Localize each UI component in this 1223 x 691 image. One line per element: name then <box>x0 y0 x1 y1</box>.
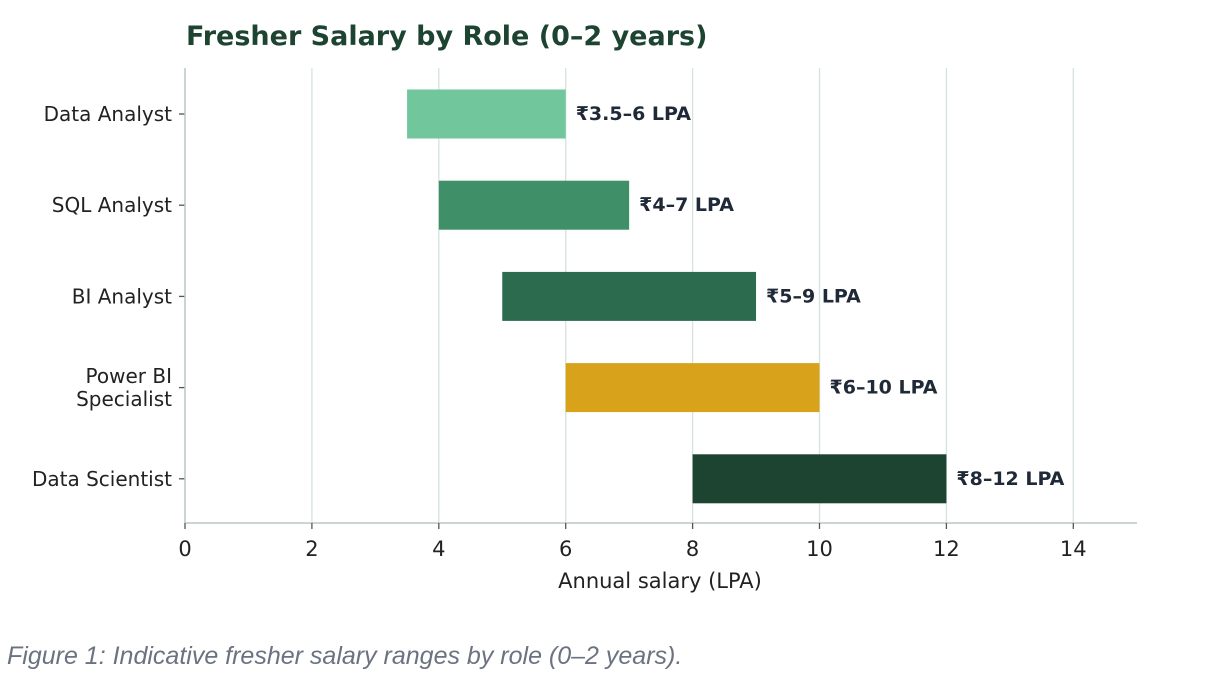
figure-caption: Figure 1: Indicative fresher salary rang… <box>7 642 683 670</box>
data-label-4: ₹8–12 LPA <box>956 468 1064 490</box>
x-axis-label: Annual salary (LPA) <box>558 569 762 593</box>
bar-0 <box>407 89 566 139</box>
category-label-line: Data Analyst <box>44 102 173 126</box>
x-tick-label-4: 4 <box>432 537 445 561</box>
category-label-line: SQL Analyst <box>52 193 172 217</box>
category-label-3: Power BI Specialist <box>76 364 172 411</box>
bar-3 <box>565 363 820 413</box>
x-tick-label-14: 14 <box>1060 537 1087 561</box>
category-label-line: Specialist <box>76 387 172 411</box>
data-label-3: ₹6–10 LPA <box>830 377 938 399</box>
x-tick-label-2: 2 <box>305 537 318 561</box>
x-tick-label-12: 12 <box>933 537 960 561</box>
category-label-line: Power BI <box>86 364 172 388</box>
data-label-0: ₹3.5–6 LPA <box>576 103 692 125</box>
data-label-1: ₹4–7 LPA <box>639 194 734 216</box>
chart-title: Fresher Salary by Role (0–2 years) <box>186 21 707 52</box>
x-tick-label-6: 6 <box>559 537 572 561</box>
category-label-1: SQL Analyst <box>52 193 172 217</box>
bar-4 <box>692 454 947 504</box>
x-tick-label-8: 8 <box>686 537 699 561</box>
category-label-4: Data Scientist <box>32 467 172 491</box>
category-label-line: Data Scientist <box>32 467 172 491</box>
category-label-line: BI Analyst <box>72 284 172 308</box>
bar-1 <box>438 180 630 230</box>
axes: Data Analyst SQL Analyst BI Analyst Power B… <box>32 68 1137 561</box>
bars: ₹3.5–6 LPA ₹4–7 LPA ₹5–9 LPA ₹6–10 LPA ₹8–12… <box>407 89 1065 504</box>
bar-2 <box>502 271 757 321</box>
x-tick-label-0: 0 <box>178 537 191 561</box>
category-label-2: BI Analyst <box>72 284 172 308</box>
category-label-0: Data Analyst <box>44 102 173 126</box>
data-label-2: ₹5–9 LPA <box>766 285 861 307</box>
x-tick-label-10: 10 <box>806 537 833 561</box>
